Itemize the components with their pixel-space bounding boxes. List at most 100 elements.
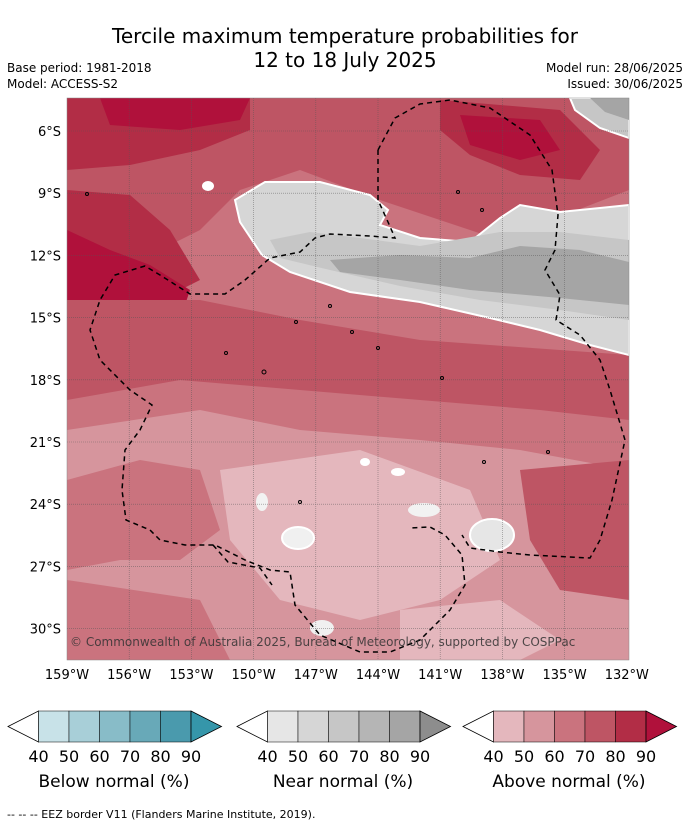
legend-swatch <box>99 710 131 743</box>
field-above-70-80-se <box>520 460 629 600</box>
eez-borders <box>89 99 626 653</box>
island <box>224 351 228 355</box>
field-above-60-70-sw <box>67 460 220 570</box>
field-above-40-50-south <box>220 450 500 620</box>
lon-label: 159°W <box>45 668 89 683</box>
legend-swatch <box>554 710 586 743</box>
lon-label: 156°W <box>107 668 151 683</box>
eez-border-cook-islands <box>89 150 466 653</box>
legend-tick-label: 40 <box>257 747 277 766</box>
longitude-labels: 159°W 156°W 153°W 150°W 147°W 144°W 141°W 138°W… <box>45 668 649 683</box>
legend-swatch <box>129 710 161 743</box>
lat-label: 6°S <box>38 125 61 140</box>
lon-label: 141°W <box>418 668 462 683</box>
lat-label: 30°S <box>30 623 61 638</box>
island <box>328 304 332 308</box>
legend-swatch <box>267 710 299 743</box>
lon-label: 150°W <box>232 668 276 683</box>
lat-label: 21°S <box>30 436 61 451</box>
legend-extend-high <box>645 710 678 743</box>
lat-label: 27°S <box>30 560 61 575</box>
legend-tick-label: 80 <box>605 747 625 766</box>
legend-tick-label: 90 <box>636 747 656 766</box>
legend-tick-label: 70 <box>120 747 140 766</box>
island <box>546 450 550 454</box>
legend-tick-label: 70 <box>575 747 595 766</box>
lon-label: 153°W <box>169 668 213 683</box>
legend-extend-low <box>462 710 494 743</box>
model-name: Model: ACCESS-S2 <box>7 77 119 91</box>
legend-below-label: Below normal (%) <box>38 772 190 792</box>
legend-tick-label: 60 <box>89 747 109 766</box>
lon-label: 144°W <box>356 668 400 683</box>
title-line-2: 12 to 18 July 2025 <box>253 48 437 72</box>
legend-colorbar: 40 50 60 70 80 90 <box>236 710 452 766</box>
legend-colorbars: 40 50 60 70 80 90 40 50 60 70 80 90 40 50 60 70 80 90 <box>7 710 678 766</box>
island <box>261 369 267 375</box>
legend-colorbar: 40 50 60 70 80 90 <box>462 710 678 766</box>
legend-swatch <box>389 710 421 743</box>
legend-colorbar: 40 50 60 70 80 90 <box>7 710 223 766</box>
latitude-labels: 6°S 9°S 12°S 15°S 18°S 21°S 24°S 27°S 30°S <box>30 125 61 638</box>
legend-swatch <box>38 710 70 743</box>
islands <box>85 190 550 504</box>
legend-extend-low <box>236 710 268 743</box>
legend-tick-label: 60 <box>544 747 564 766</box>
eez-border-french-polynesia <box>377 99 626 559</box>
legend-tick-label: 60 <box>318 747 338 766</box>
field-near-normal-80-90 <box>330 246 629 305</box>
island <box>456 190 460 194</box>
lon-label: 135°W <box>543 668 587 683</box>
legend-tick-label: 80 <box>150 747 170 766</box>
graticule <box>67 98 629 660</box>
legend-swatch <box>584 710 616 743</box>
legend-swatch <box>328 710 360 743</box>
legend-tick-label: 40 <box>483 747 503 766</box>
legend-swatch <box>68 710 100 743</box>
lat-label: 15°S <box>30 312 61 327</box>
legend-near-label: Near normal (%) <box>272 772 414 792</box>
legend-swatch <box>493 710 525 743</box>
legend-extend-high <box>419 710 452 743</box>
legend-extend-high <box>190 710 223 743</box>
island <box>482 460 486 464</box>
meta-left: Base period: 1981-2018 Model: ACCESS-S2 <box>7 60 152 92</box>
title-line-1: Tercile maximum temperature probabilitie… <box>112 24 578 48</box>
legend-tick-label: 50 <box>59 747 79 766</box>
spot-white-6 <box>360 458 370 466</box>
legend-swatch <box>297 710 329 743</box>
field-above-60-70-ssw <box>67 580 230 660</box>
lon-label: 132°W <box>605 668 649 683</box>
lat-label: 24°S <box>30 498 61 513</box>
legend-tick-label: 40 <box>28 747 48 766</box>
legend-tick-label: 50 <box>514 747 534 766</box>
lat-label: 18°S <box>30 374 61 389</box>
spot-near-normal-2 <box>469 518 515 552</box>
legend-above-label: Above normal (%) <box>492 772 646 792</box>
spot-white-3 <box>408 503 440 517</box>
legend-swatch <box>160 710 192 743</box>
island <box>85 192 89 196</box>
island <box>440 376 444 380</box>
legend-tick-label: 90 <box>410 747 430 766</box>
island <box>294 320 298 324</box>
legend-tick-label: 90 <box>181 747 201 766</box>
eez-border-segment <box>212 544 273 586</box>
lon-label: 138°W <box>480 668 524 683</box>
model-run: Model run: 28/06/2025 <box>545 61 683 75</box>
copyright-text: © Commonwealth of Australia 2025, Bureau… <box>70 635 575 649</box>
map-title: Tercile maximum temperature probabilitie… <box>0 24 690 72</box>
island <box>376 346 380 350</box>
map-field <box>67 98 629 660</box>
lat-label: 9°S <box>38 187 61 202</box>
lon-label: 147°W <box>294 668 338 683</box>
island <box>480 208 484 212</box>
legend-tick-label: 50 <box>288 747 308 766</box>
legend-swatch <box>358 710 390 743</box>
field-above-90-ne <box>460 115 560 160</box>
legend-swatch <box>615 710 647 743</box>
legend-tick-label: 80 <box>379 747 399 766</box>
island <box>298 500 302 504</box>
spot-white-8 <box>310 620 334 636</box>
